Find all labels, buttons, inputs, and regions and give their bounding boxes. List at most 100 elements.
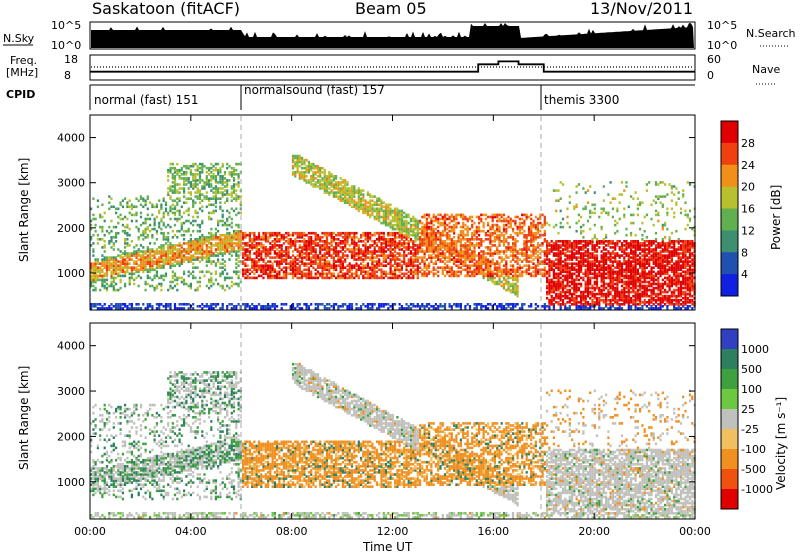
echo-cell — [564, 276, 567, 280]
echo-cell — [523, 244, 526, 247]
echo-cell — [325, 242, 329, 245]
echo-cell — [482, 258, 485, 261]
echo-cell — [387, 248, 390, 251]
echo-cell — [260, 256, 263, 259]
echo-cell — [180, 280, 183, 284]
echo-cell — [416, 260, 419, 263]
echo-cell — [398, 276, 401, 280]
echo-cell — [480, 272, 483, 276]
echo-cell — [355, 236, 358, 239]
echo-cell — [493, 252, 496, 255]
echo-cell — [162, 231, 165, 235]
echo-cell — [487, 303, 490, 306]
echo-cell — [194, 256, 197, 259]
echo-cell — [192, 199, 195, 202]
echo-cell — [287, 231, 290, 235]
echo-cell — [178, 197, 181, 200]
echo-cell — [459, 250, 462, 253]
echo-cell — [455, 303, 458, 306]
echo-cell — [478, 215, 481, 219]
echo-cell — [403, 225, 406, 229]
echo-cell — [237, 282, 240, 286]
echo-cell — [530, 272, 533, 276]
echo-cell — [296, 166, 299, 170]
echo-cell — [235, 162, 238, 166]
sky-left-tick-top: 10^5 — [51, 19, 81, 32]
echo-cell — [527, 231, 531, 235]
echo-cell — [205, 258, 208, 261]
echo-cell — [394, 236, 397, 239]
echo-cell — [162, 258, 165, 261]
echo-cell — [169, 166, 172, 170]
echo-cell — [473, 256, 476, 259]
echo-cell — [103, 274, 106, 278]
echo-cell — [536, 268, 540, 272]
echo-cell — [232, 307, 236, 310]
echo-cell — [237, 270, 240, 274]
echo-cell — [398, 229, 401, 233]
echo-cell — [301, 162, 304, 166]
echo-cell — [228, 246, 231, 249]
echo-cell — [226, 223, 229, 227]
echo-cell — [321, 274, 324, 278]
echo-cell — [226, 183, 229, 186]
echo-cell — [407, 244, 410, 247]
echo-cell — [441, 252, 444, 255]
echo-cell — [493, 231, 496, 235]
echo-cell — [189, 197, 192, 200]
echo-cell — [394, 258, 397, 261]
echo-cell — [366, 266, 369, 269]
echo-cell — [566, 288, 569, 292]
echo-cell — [105, 288, 109, 292]
echo-cell — [548, 292, 551, 296]
echo-cell — [244, 231, 247, 235]
echo-cell — [339, 193, 342, 196]
echo-cell — [387, 244, 390, 247]
echo-cell — [255, 256, 258, 259]
echo-cell — [341, 274, 344, 278]
echo-cell — [158, 262, 161, 265]
echo-cell — [335, 242, 338, 245]
echo-cell — [321, 171, 324, 174]
echo-cell — [407, 240, 410, 243]
echo-cell — [325, 303, 329, 306]
echo-cell — [291, 231, 295, 235]
echo-cell — [512, 250, 515, 253]
echo-cell — [536, 258, 540, 261]
echo-cell — [380, 238, 383, 241]
echo-cell — [126, 205, 129, 209]
echo-cell — [398, 242, 401, 245]
echo-cell — [441, 242, 444, 245]
echo-cell — [450, 272, 453, 276]
echo-cell — [475, 303, 478, 306]
echo-cell — [335, 177, 338, 180]
echo-cell — [264, 254, 267, 257]
echo-cell — [212, 244, 215, 247]
echo-cell — [232, 197, 236, 200]
echo-cell — [353, 242, 356, 245]
echo-cell — [176, 203, 179, 207]
echo-cell — [325, 181, 329, 184]
echo-cell — [146, 248, 149, 251]
echo-cell — [428, 270, 431, 274]
echo-cell — [244, 233, 247, 237]
echo-cell — [294, 231, 297, 235]
echo-cell — [94, 272, 97, 276]
echo-cell — [382, 231, 385, 235]
echo-cell — [328, 193, 331, 196]
echo-cell — [457, 270, 460, 274]
echo-cell — [421, 274, 424, 278]
echo-cell — [228, 276, 231, 280]
echo-cell — [375, 203, 379, 207]
echo-cell — [257, 233, 261, 237]
echo-cell — [192, 203, 195, 207]
echo-cell — [176, 201, 179, 204]
echo-cell — [328, 268, 331, 272]
echo-cell — [409, 260, 413, 263]
echo-cell — [291, 274, 295, 278]
echo-cell — [226, 217, 229, 221]
echo-cell — [502, 272, 506, 276]
echo-cell — [296, 266, 299, 269]
echo-cell — [164, 262, 168, 265]
echo-cell — [468, 266, 472, 269]
